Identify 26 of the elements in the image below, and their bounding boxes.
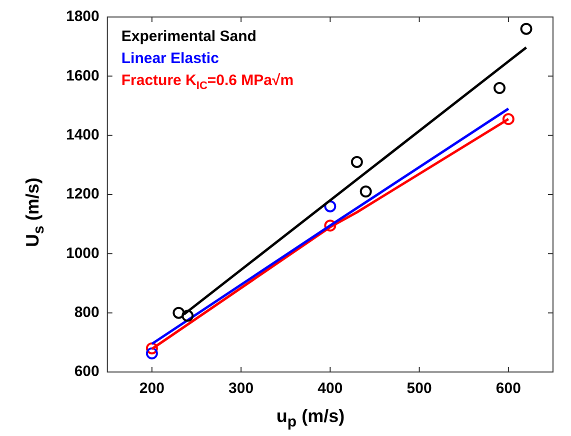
y-tick-label: 600 <box>74 363 100 380</box>
point <box>502 113 514 126</box>
y-tick-label: 1400 <box>66 126 100 144</box>
text: Experimental Sand <box>121 28 256 46</box>
point <box>520 22 532 35</box>
point <box>324 220 336 232</box>
text: Linear Elastic <box>121 50 219 68</box>
point <box>360 186 372 198</box>
x-tick-label: 300 <box>228 380 254 398</box>
y-tick-label: 1800 <box>66 8 100 26</box>
point <box>146 342 158 354</box>
point <box>182 310 194 322</box>
y-tick-label: 1600 <box>66 67 100 84</box>
point <box>494 82 506 94</box>
x-tick-label: 400 <box>318 380 343 398</box>
x-tick-label: 600 <box>496 380 521 398</box>
y-tick-label: 800 <box>74 304 100 321</box>
point <box>172 306 185 319</box>
y-tick-label: 1200 <box>66 186 100 203</box>
point <box>324 200 336 212</box>
y-tick-label: 1000 <box>66 244 100 262</box>
x-axis-title: u$_{p}$ (m/s) <box>275 406 346 431</box>
x-tick-label: 200 <box>139 380 164 398</box>
point <box>146 347 158 360</box>
point <box>350 156 363 168</box>
x-tick-label: 500 <box>406 380 432 398</box>
